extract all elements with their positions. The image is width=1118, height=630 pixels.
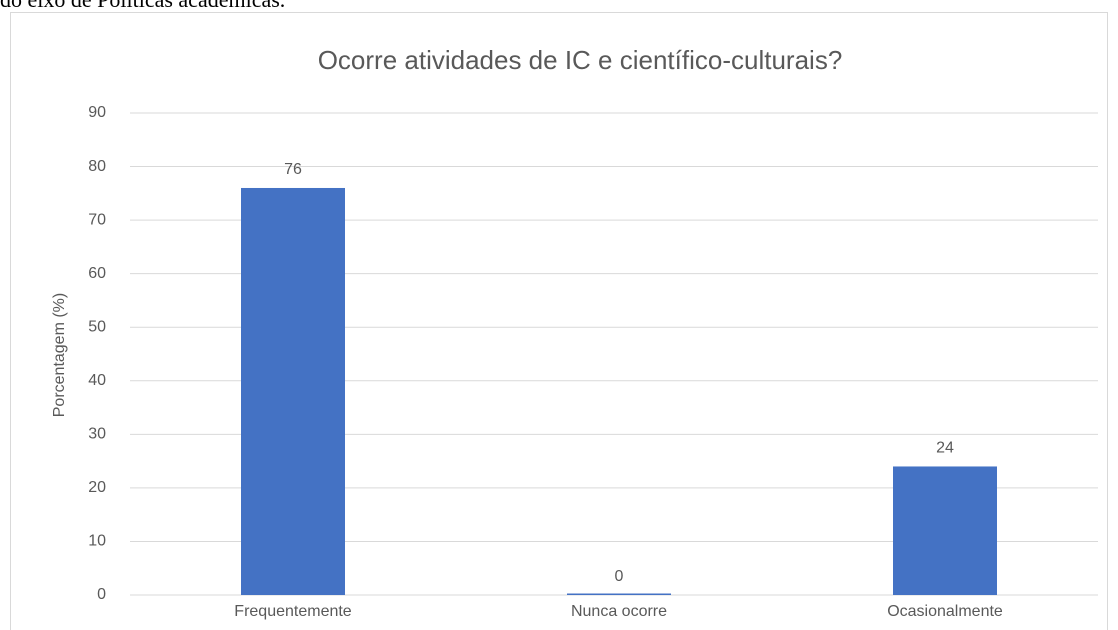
bar (241, 187, 345, 595)
y-tick-label: 20 (88, 479, 106, 496)
y-tick-label: 0 (97, 586, 106, 603)
x-tick-label: Ocasionalmente (887, 603, 1003, 620)
bar (567, 593, 671, 595)
y-tick-label: 40 (88, 372, 106, 389)
bar (893, 466, 997, 595)
y-tick-label: 80 (88, 158, 106, 175)
y-tick-label: 30 (88, 426, 106, 443)
y-tick-label: 90 (88, 104, 106, 121)
y-tick-label: 70 (88, 211, 106, 228)
data-label: 24 (936, 440, 954, 457)
chart-frame (10, 12, 1108, 630)
page-caption: do eixo de Políticas acadêmicas. (0, 0, 285, 12)
x-tick-label: Nunca ocorre (571, 603, 667, 620)
chart-title: Ocorre atividades de IC e científico-cul… (318, 45, 843, 75)
y-axis-label: Porcentagem (%) (51, 293, 68, 418)
y-tick-label: 50 (88, 318, 106, 335)
data-label: 0 (615, 568, 624, 585)
x-tick-label: Frequentemente (234, 603, 352, 620)
y-tick-label: 10 (88, 533, 106, 550)
y-tick-label: 60 (88, 265, 106, 282)
data-label: 76 (284, 161, 302, 178)
